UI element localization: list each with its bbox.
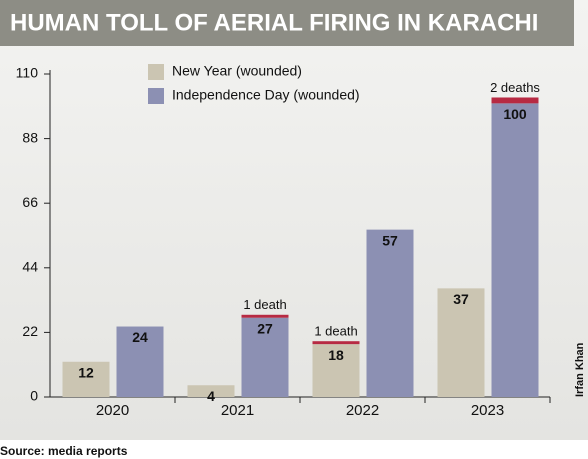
legend-label: New Year (wounded) [172, 63, 302, 79]
value-label: 12 [78, 364, 94, 380]
legend-swatch [148, 64, 164, 80]
legend-swatch [148, 88, 164, 104]
x-tick-label: 2021 [221, 402, 254, 419]
death-segment [241, 314, 289, 318]
y-tick-label: 44 [22, 259, 38, 275]
death-segment [491, 97, 539, 104]
bar [241, 317, 289, 397]
y-tick-label: 110 [16, 65, 39, 81]
death-label: 2 deaths [490, 80, 540, 95]
value-label: 27 [257, 320, 273, 336]
bar [312, 344, 360, 397]
bar [116, 326, 164, 397]
value-label: 18 [328, 347, 344, 363]
death-segment [312, 341, 360, 345]
bar [437, 288, 485, 397]
value-label: 37 [453, 291, 469, 307]
value-label: 24 [132, 329, 148, 345]
legend-label: Independence Day (wounded) [172, 87, 360, 103]
credit: Irfan Khan [574, 342, 586, 397]
y-tick-label: 0 [30, 388, 38, 404]
death-label: 1 death [314, 324, 357, 339]
bar [187, 385, 235, 397]
death-label: 1 death [243, 297, 286, 312]
value-label: 100 [503, 106, 527, 122]
x-tick-label: 2022 [346, 402, 379, 419]
y-tick-label: 22 [22, 323, 38, 339]
x-tick-label: 2023 [471, 402, 504, 419]
value-label: 4 [207, 388, 215, 404]
x-tick-label: 2020 [96, 402, 129, 419]
value-label: 57 [382, 232, 398, 248]
header-band [0, 0, 574, 46]
chart-title: HUMAN TOLL OF AERIAL FIRING IN KARACHI [10, 9, 538, 36]
source: Source: media reports [0, 444, 128, 458]
bar [491, 103, 539, 397]
bar [366, 229, 414, 397]
y-tick-label: 66 [22, 194, 38, 210]
bar [62, 361, 110, 397]
y-tick-label: 88 [22, 129, 38, 145]
